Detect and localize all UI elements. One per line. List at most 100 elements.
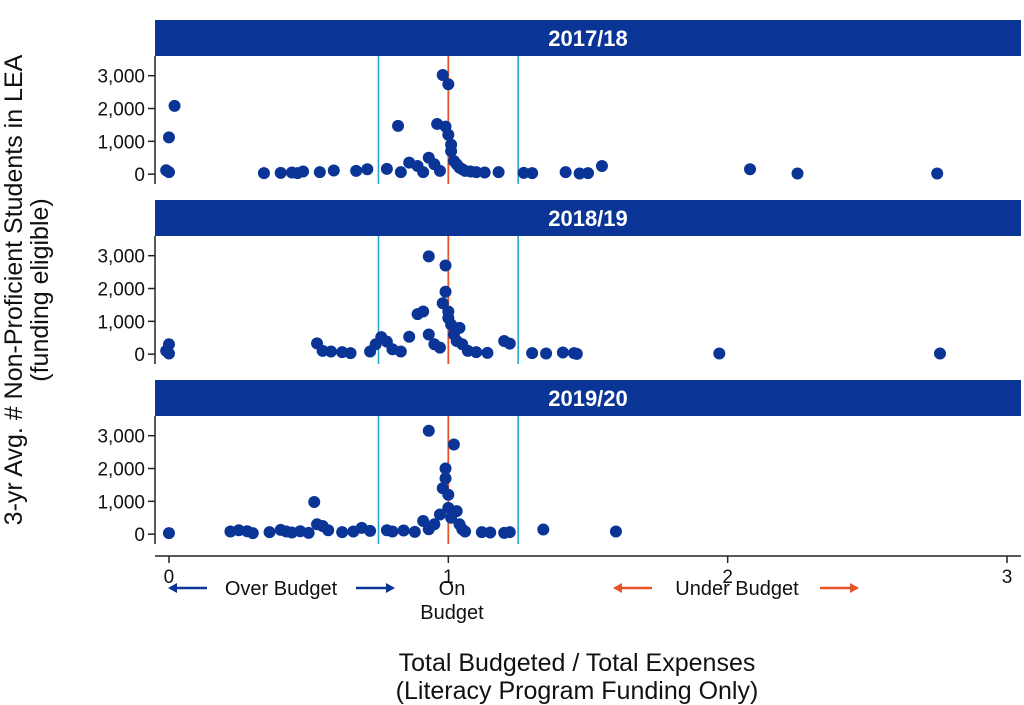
data-point [481,346,494,359]
data-point [442,128,455,141]
panels-layer: 2017/18 0 1,000 2,000 3,000 2018/19 0 1,000 2,00… [97,20,1021,588]
data-point [609,525,622,538]
data-point [364,524,377,537]
data-point [791,167,804,180]
annotations-layer: Over Budget On Budget Under Budget [168,578,859,624]
over-budget-label: Over Budget [225,578,338,600]
data-point [417,305,430,318]
x-axis-label-line1: Total Budgeted / Total Expenses [399,649,756,677]
data-point [484,526,497,539]
data-point [439,462,452,475]
data-point [931,167,944,180]
data-point [453,321,466,334]
data-point [433,341,446,354]
x-axis: 0 1 2 3 [155,555,1021,588]
data-point [526,167,539,180]
data-point [439,285,452,298]
data-point [470,346,483,359]
under-budget-label: Under Budget [675,578,799,600]
data-point [428,518,441,531]
data-point [570,347,583,360]
data-point [526,347,539,360]
y-tick-label: 3,000 [97,67,145,88]
data-point [324,345,337,358]
data-point [263,526,276,539]
data-point [433,508,446,521]
data-point [392,119,405,132]
data-point [336,526,349,539]
data-point [344,347,357,360]
x-tick-label: 2 [722,567,733,588]
panel-title: 2017/18 [548,26,628,51]
data-point [422,250,435,263]
data-point [417,166,430,179]
data-point [397,524,410,537]
data-point [313,166,326,179]
data-point [327,164,340,177]
data-point [439,472,452,485]
on-budget-label-line1: On [439,578,466,600]
panel-header [155,20,1021,56]
panel-header [155,380,1021,416]
data-point [403,330,416,343]
data-point [394,345,407,358]
data-point [436,69,449,82]
data-point [475,526,488,539]
y-axis-label-line1: 3-yr Avg. # Non-Proficient Students in L… [0,54,28,525]
panel-2: 2019/20 0 1,000 2,000 3,000 [97,380,1021,546]
x-tick-label: 0 [164,567,175,588]
on-budget-label-line2: Budget [420,602,484,624]
x-tick-label: 1 [443,567,454,588]
data-point [492,166,505,179]
data-point [350,164,363,177]
data-point [933,347,946,360]
under-budget-arrow [613,583,859,593]
data-point [297,165,310,178]
data-point [394,166,407,179]
data-point [408,525,421,538]
y-tick-label: 3,000 [97,427,145,448]
y-tick-label: 0 [134,525,145,546]
data-point [308,495,321,508]
data-point [162,347,175,360]
x-tick-label: 3 [1002,567,1013,588]
y-axis-label-line2: (funding eligible) [26,198,54,381]
data-point [573,167,586,180]
panel-1: 2018/19 0 1,000 2,000 3,000 [97,200,1021,366]
data-point [274,166,287,179]
data-point [257,167,270,180]
x-axis-label-line2: (Literacy Program Funding Only) [396,677,759,705]
y-tick-label: 0 [134,165,145,186]
data-point [582,167,594,180]
y-tick-label: 2,000 [97,460,145,481]
data-point [361,163,374,176]
data-point [517,166,530,179]
data-point [595,159,608,172]
data-point [246,527,259,540]
data-point [713,347,726,360]
y-tick-label: 2,000 [97,100,145,121]
data-point [470,166,483,179]
data-point [168,99,181,112]
data-point [537,523,550,536]
y-tick-label: 3,000 [97,247,145,268]
panel-header [155,200,1021,236]
data-point [744,163,757,176]
data-point [540,347,553,360]
panel-title: 2018/19 [548,206,628,231]
data-point [386,525,399,538]
data-point [503,526,516,539]
panel-title: 2019/20 [548,386,628,411]
data-point [162,527,175,540]
data-point [559,166,572,179]
data-point [459,525,472,538]
y-tick-label: 2,000 [97,280,145,301]
y-tick-label: 1,000 [97,132,145,153]
data-point [442,488,455,501]
data-point [162,166,175,179]
y-tick-label: 0 [134,345,145,366]
data-point [556,346,569,359]
data-point [450,505,463,518]
data-point [503,337,516,350]
